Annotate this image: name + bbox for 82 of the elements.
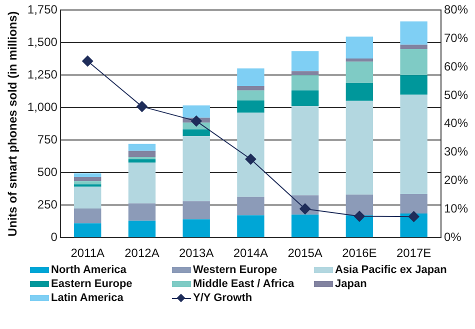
y-tick-label: 500: [37, 164, 58, 179]
point: [354, 210, 365, 222]
bar: [128, 203, 156, 221]
point: [190, 116, 202, 127]
x-tick-label: 2011A: [70, 246, 105, 260]
bar: [291, 75, 319, 90]
point: [82, 56, 94, 67]
bar: [400, 21, 428, 45]
bar: [74, 184, 102, 187]
bar: [74, 223, 102, 238]
x-tick-label: 2013A: [178, 246, 214, 260]
bar: [128, 220, 156, 238]
y-tick-label: 1,250: [27, 67, 58, 82]
bar: [128, 159, 156, 162]
bar: [346, 58, 374, 62]
y2-tick-label: 20%: [444, 173, 468, 188]
x-tick-label: 2014A: [233, 246, 268, 260]
bar: [291, 51, 319, 72]
legend-label: Japan: [335, 278, 367, 290]
legend-label: Eastern Europe: [51, 278, 132, 290]
y2-tick-label: 80%: [444, 2, 468, 17]
bar: [291, 71, 319, 76]
bar: [74, 208, 102, 224]
bar: [74, 173, 102, 178]
bar: [237, 100, 264, 113]
y-tick-label: 1,500: [27, 35, 58, 49]
bar: [400, 94, 428, 194]
bar: [237, 68, 264, 86]
bar: [346, 36, 374, 59]
y2-tick-label: 70%: [444, 30, 468, 45]
bar: [291, 90, 319, 106]
bar: [291, 214, 319, 238]
bar: [346, 62, 374, 83]
point: [136, 101, 148, 112]
bar: [400, 194, 428, 214]
point: [408, 211, 420, 222]
bar: [182, 129, 210, 136]
legend-label: Asia Pacific ex Japan: [335, 264, 447, 276]
y-tick-label: 1,750: [27, 2, 58, 17]
bar: [400, 75, 428, 95]
legend-label: North America: [51, 264, 126, 276]
x-tick-label: 2012A: [124, 246, 160, 260]
y2-tick-label: 50%: [444, 88, 468, 102]
y-tick-label: 0: [50, 230, 58, 244]
y2-tick-label: 10%: [444, 201, 468, 216]
legend-label: Latin America: [51, 292, 124, 304]
bar: [237, 90, 264, 101]
y-tick-label: 1,000: [27, 100, 58, 114]
bar: [182, 136, 210, 202]
bar: [400, 49, 428, 76]
bar: [128, 144, 156, 151]
bar: [74, 177, 102, 182]
bar: [291, 106, 319, 196]
bar: [400, 44, 428, 50]
bar: [237, 86, 264, 90]
point: [245, 154, 256, 165]
y-tick-label: 250: [37, 197, 58, 212]
y2-tick-label: 30%: [444, 144, 468, 159]
bar: [237, 215, 264, 238]
x-tick-label: 2017E: [396, 246, 432, 260]
bar: [346, 194, 374, 216]
bar: [346, 100, 374, 195]
bar: [237, 196, 264, 216]
y-tick-label: 750: [37, 132, 58, 146]
bar: [182, 219, 210, 238]
x-tick-label: 2016E: [342, 246, 377, 260]
bar: [128, 162, 156, 204]
bar: [128, 150, 156, 158]
legend-label: Western Europe: [193, 264, 278, 276]
legend-label: Middle East / Africa: [193, 278, 294, 290]
bar: [237, 112, 264, 197]
y2-tick-label: 60%: [444, 59, 468, 74]
legend-label: Y/Y Growth: [193, 292, 252, 304]
bar: [346, 82, 374, 101]
x-tick-label: 2015A: [288, 246, 322, 260]
bar: [182, 105, 210, 118]
bar: [74, 181, 102, 184]
bar: [74, 186, 102, 208]
y2-tick-label: 0%: [444, 230, 462, 244]
y-axis-title: Units of smart phones sold (in millions): [6, 11, 20, 237]
y2-tick-label: 40%: [444, 116, 468, 130]
bar: [182, 201, 210, 220]
